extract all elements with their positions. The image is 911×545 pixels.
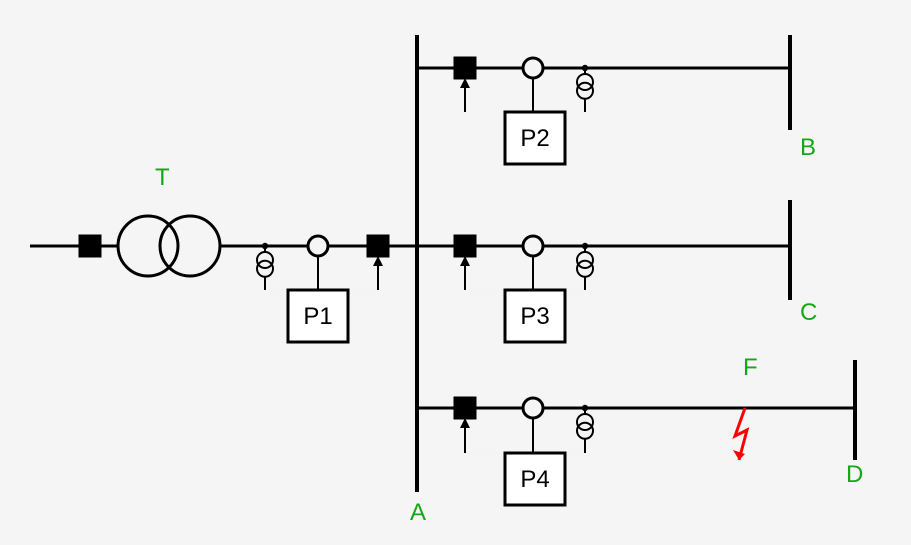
relay-p4: P4 [455, 398, 593, 505]
relay-label-p1: P1 [303, 303, 332, 330]
bus-label-d: D [846, 461, 863, 488]
bus-label-a: A [410, 499, 426, 526]
bus-label-c: C [800, 299, 817, 326]
bus-label-b: B [800, 134, 816, 161]
relay-p2: P2 [455, 58, 593, 164]
relay-p1: P1 [257, 236, 388, 342]
fault-symbol [733, 408, 747, 460]
relay-label-p2: P2 [520, 125, 549, 152]
incoming-feeder [30, 216, 417, 276]
relay-label-p3: P3 [520, 303, 549, 330]
transformer-label: T [155, 164, 170, 191]
fault-label: F [743, 354, 758, 381]
protection-relays: P1 P2 P3 P4 [257, 58, 593, 505]
single-line-diagram: A B C D T F P1 P2 P3 P4 [0, 0, 911, 545]
relay-p3: P3 [455, 236, 593, 342]
relay-label-p4: P4 [520, 466, 549, 493]
